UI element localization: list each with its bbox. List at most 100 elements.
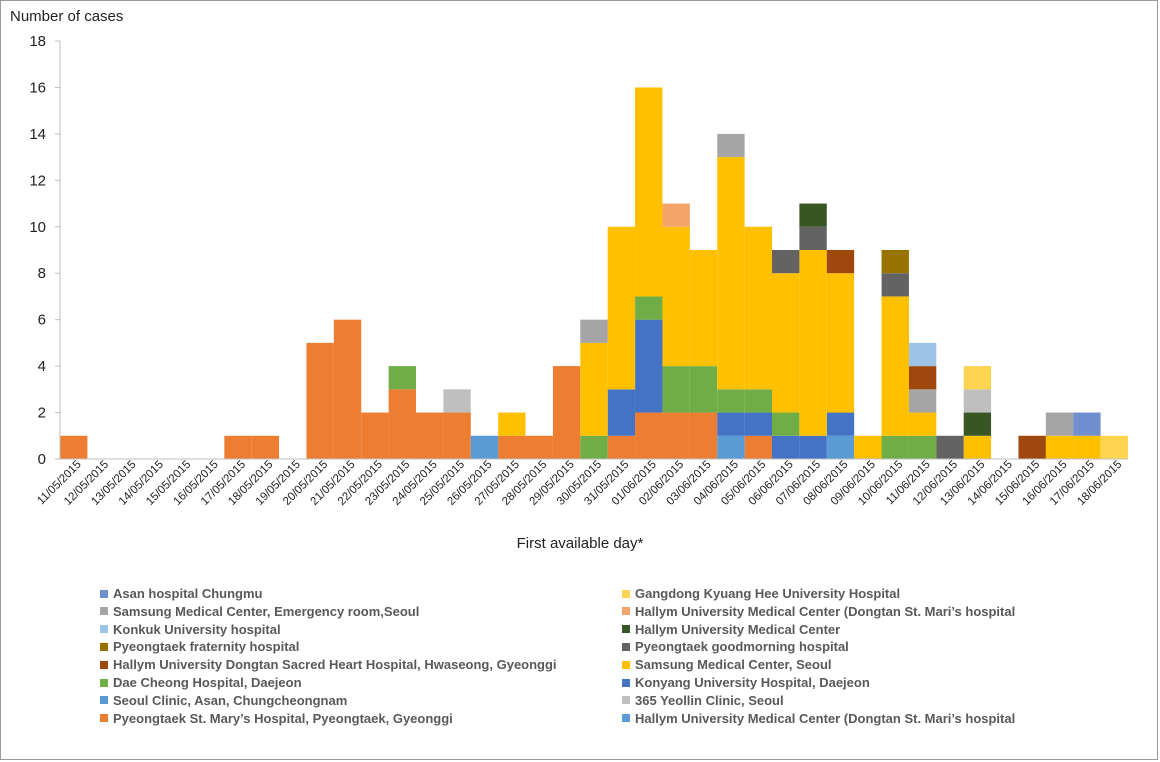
bar-segment xyxy=(635,319,663,413)
bar-segment xyxy=(361,412,389,459)
bar-segment xyxy=(908,366,937,390)
bar-segment xyxy=(635,296,663,320)
bar-segment xyxy=(963,389,992,413)
bar-segment xyxy=(1100,435,1128,459)
bar-segment xyxy=(689,250,718,367)
bar-segment xyxy=(1045,435,1074,459)
bar-segment xyxy=(799,226,827,250)
legend-item: 365 Yeollin Clinic, Seoul xyxy=(622,693,784,708)
legend-label: Pyeongtaek St. Mary’s Hospital, Pyeongta… xyxy=(113,710,453,726)
bar-segment xyxy=(662,366,690,413)
legend-item: Hallym University Medical Center (Dongta… xyxy=(622,604,1015,619)
legend-label: Hallym University Dongtan Sacred Heart H… xyxy=(113,657,557,673)
bar-segment xyxy=(388,389,416,459)
legend-swatch xyxy=(100,607,108,616)
bar-segment xyxy=(1018,435,1046,459)
bar-segment xyxy=(717,435,745,459)
bar-segment xyxy=(744,412,772,436)
legend-swatch xyxy=(100,678,108,687)
bar-segment xyxy=(1073,412,1101,436)
legend-label: Seoul Clinic, Asan, Chungcheongnam xyxy=(113,692,348,708)
bar-segment xyxy=(416,412,444,459)
legend-item: Konyang University Hospital, Daejeon xyxy=(622,675,870,690)
bar-segment xyxy=(306,342,334,459)
y-tick-label: 12 xyxy=(29,172,46,189)
bar-segment xyxy=(580,319,608,343)
bar-segment xyxy=(1073,435,1101,459)
bar-segment xyxy=(717,412,745,436)
bar-segment xyxy=(881,435,909,459)
bar-segment xyxy=(772,250,800,274)
bar-segment xyxy=(689,366,718,413)
legend-label: 365 Yeollin Clinic, Seoul xyxy=(635,692,784,708)
legend-label: Samsung Medical Center, Seoul xyxy=(635,657,832,673)
bar-segment xyxy=(826,273,855,413)
stacked-bar-chart: 02468101214161811/05/201512/05/201513/05… xyxy=(29,33,1128,508)
bar-segment xyxy=(552,366,581,459)
bar-segment xyxy=(908,389,937,413)
bar-segment xyxy=(799,435,827,459)
bar-segment xyxy=(826,250,855,274)
y-tick-label: 14 xyxy=(29,126,46,143)
legend-swatch xyxy=(622,607,630,616)
bar-segment xyxy=(498,412,526,436)
bar-segment xyxy=(525,435,553,459)
bar-segment xyxy=(607,389,636,436)
bar-segment xyxy=(936,435,964,459)
legend-label: Hallym University Medical Center xyxy=(635,621,841,637)
y-tick-label: 0 xyxy=(38,451,46,468)
x-axis-title: First available day* xyxy=(516,535,644,552)
bar-segment xyxy=(635,412,663,459)
legend-swatch xyxy=(100,625,108,634)
bar-segment xyxy=(689,412,718,459)
bar-segment xyxy=(963,366,992,390)
legend-label: Asan hospital Chungmu xyxy=(113,586,263,601)
legend-swatch xyxy=(100,660,108,669)
bar-segment xyxy=(744,435,772,459)
bar-segment xyxy=(826,435,855,459)
legend-item: Dae Cheong Hospital, Daejeon xyxy=(100,675,302,690)
bar-segment xyxy=(498,435,526,459)
legend-swatch xyxy=(622,714,630,723)
legend-label: Konyang University Hospital, Daejeon xyxy=(635,675,870,690)
bar-segment xyxy=(717,133,745,158)
bar-segment xyxy=(908,412,937,436)
y-axis-title: Number of cases xyxy=(10,8,124,25)
bar-segment xyxy=(333,319,362,459)
bar-segment xyxy=(251,435,280,459)
legend-swatch xyxy=(100,714,108,723)
legend-item: Asan hospital Chungmu xyxy=(100,586,263,601)
legend-swatch xyxy=(100,589,108,598)
y-tick-label: 18 xyxy=(29,33,46,50)
bar-segment xyxy=(607,435,636,459)
legend-item: Samsung Medical Center, Emergency room,S… xyxy=(100,604,419,619)
y-tick-label: 16 xyxy=(29,79,46,96)
bar-segment xyxy=(799,250,827,436)
bar-segment xyxy=(799,203,827,227)
bar-segment xyxy=(717,157,745,390)
legend-item: Hallym University Medical Center xyxy=(622,622,840,637)
y-tick-label: 2 xyxy=(38,405,46,422)
legend-label: Dae Cheong Hospital, Daejeon xyxy=(113,675,302,690)
legend-item: Seoul Clinic, Asan, Chungcheongnam xyxy=(100,693,347,708)
legend-swatch xyxy=(622,625,630,634)
bar-segment xyxy=(772,435,800,459)
legend-swatch xyxy=(622,589,630,598)
y-tick-label: 8 xyxy=(38,265,46,282)
bar-segment xyxy=(580,342,608,436)
legend-item: Gangdong Kyuang Hee University Hospital xyxy=(622,586,900,601)
bar-segment xyxy=(772,412,800,436)
legend-item: Hallym University Dongtan Sacred Heart H… xyxy=(100,657,557,672)
bar-segment xyxy=(1045,412,1074,436)
bar-segment xyxy=(607,226,636,390)
bar-segment xyxy=(881,273,909,297)
bar-segment xyxy=(470,435,499,459)
legend-label: Gangdong Kyuang Hee University Hospital xyxy=(635,586,901,601)
bar-segment xyxy=(580,435,608,459)
bar-segment xyxy=(224,435,252,459)
legend-swatch xyxy=(622,696,630,705)
bar-segment xyxy=(908,435,937,459)
bar-segment xyxy=(826,412,855,436)
bar-segment xyxy=(772,273,800,413)
